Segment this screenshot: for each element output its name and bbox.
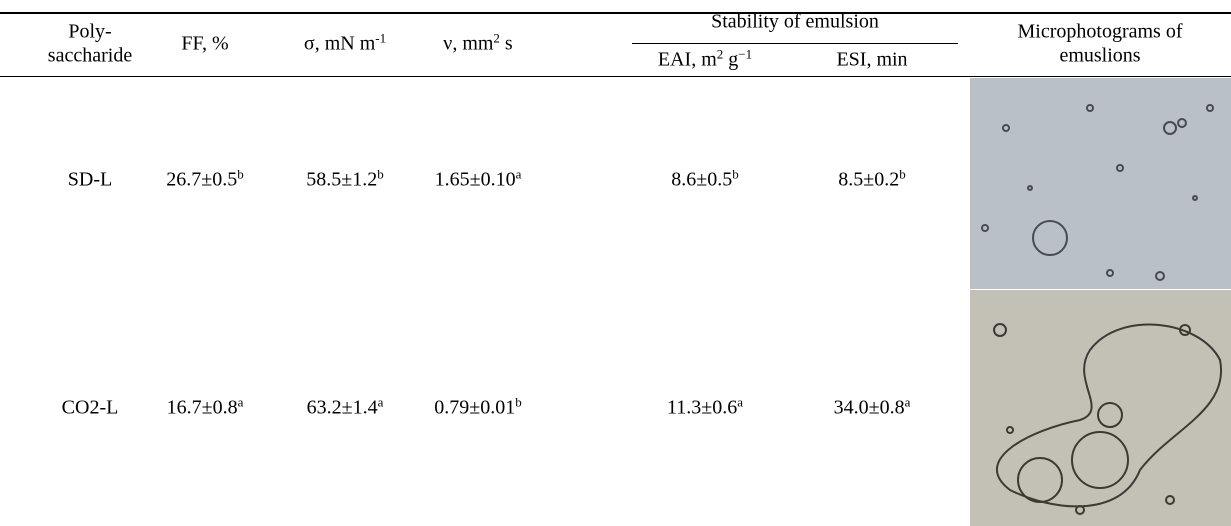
superscript: a — [737, 395, 743, 410]
header-cell: ν, mm2 s — [443, 33, 512, 56]
text: 0.79±0.01 — [434, 397, 515, 419]
text: EAI, m — [658, 49, 717, 71]
text: 1.65±0.10 — [435, 169, 516, 191]
group-rule — [632, 43, 958, 44]
superscript: -1 — [375, 31, 386, 46]
data-cell: 26.7±0.5b — [166, 169, 243, 192]
data-cell: 11.3±0.6a — [667, 397, 743, 420]
text: ESI, min — [836, 49, 907, 71]
data-cell: 8.6±0.5b — [671, 169, 738, 192]
superscript: b — [899, 167, 906, 182]
superscript: a — [905, 395, 911, 410]
header-cell: FF, % — [181, 33, 228, 56]
text: FF, % — [181, 33, 228, 55]
data-cell: 34.0±0.8a — [834, 397, 911, 420]
data-cell: 16.7±0.8a — [167, 397, 244, 420]
row-name: SD-L — [68, 169, 112, 192]
header-cell: emuslions — [1059, 45, 1140, 68]
text: 63.2±1.4 — [307, 397, 378, 419]
superscript: b — [237, 167, 244, 182]
superscript: −1 — [738, 47, 752, 62]
data-cell: 8.5±0.2b — [838, 169, 905, 192]
header-cell: EAI, m2 g−1 — [658, 49, 752, 72]
header-cell: σ, mN m-1 — [304, 33, 386, 56]
text: 8.6±0.5 — [671, 169, 732, 191]
text: ν, mm — [443, 33, 493, 55]
text: g — [723, 49, 738, 71]
superscript: a — [516, 167, 522, 182]
superscript: b — [732, 167, 739, 182]
text: 8.5±0.2 — [838, 169, 899, 191]
text: σ, mN m — [304, 33, 375, 55]
text: 26.7±0.5 — [166, 169, 237, 191]
micrograph — [970, 290, 1231, 526]
text: 58.5±1.2 — [306, 169, 377, 191]
data-cell: 58.5±1.2b — [306, 169, 383, 192]
header-cell: saccharide — [48, 45, 132, 68]
superscript: a — [378, 395, 384, 410]
text: 11.3±0.6 — [667, 397, 737, 419]
header-cell: Stability of emulsion — [711, 11, 879, 34]
superscript: b — [515, 395, 522, 410]
header-cell: ESI, min — [836, 49, 907, 72]
data-cell: 0.79±0.01b — [434, 397, 521, 420]
text: s — [500, 33, 513, 55]
superscript: a — [238, 395, 244, 410]
superscript: b — [377, 167, 384, 182]
micrograph — [970, 78, 1231, 289]
header-cell: Microphotograms of — [1018, 21, 1183, 44]
data-cell: 63.2±1.4a — [307, 397, 384, 420]
text: 16.7±0.8 — [167, 397, 238, 419]
table: Poly-saccharide FF, % σ, mN m-1 ν, mm2 s Sta… — [0, 0, 1231, 526]
row-name: CO2-L — [62, 397, 119, 420]
header-cell: Poly- — [68, 21, 111, 44]
data-cell: 1.65±0.10a — [435, 169, 522, 192]
top-rule — [0, 12, 1231, 14]
header-rule — [0, 76, 1231, 77]
text: 34.0±0.8 — [834, 397, 905, 419]
